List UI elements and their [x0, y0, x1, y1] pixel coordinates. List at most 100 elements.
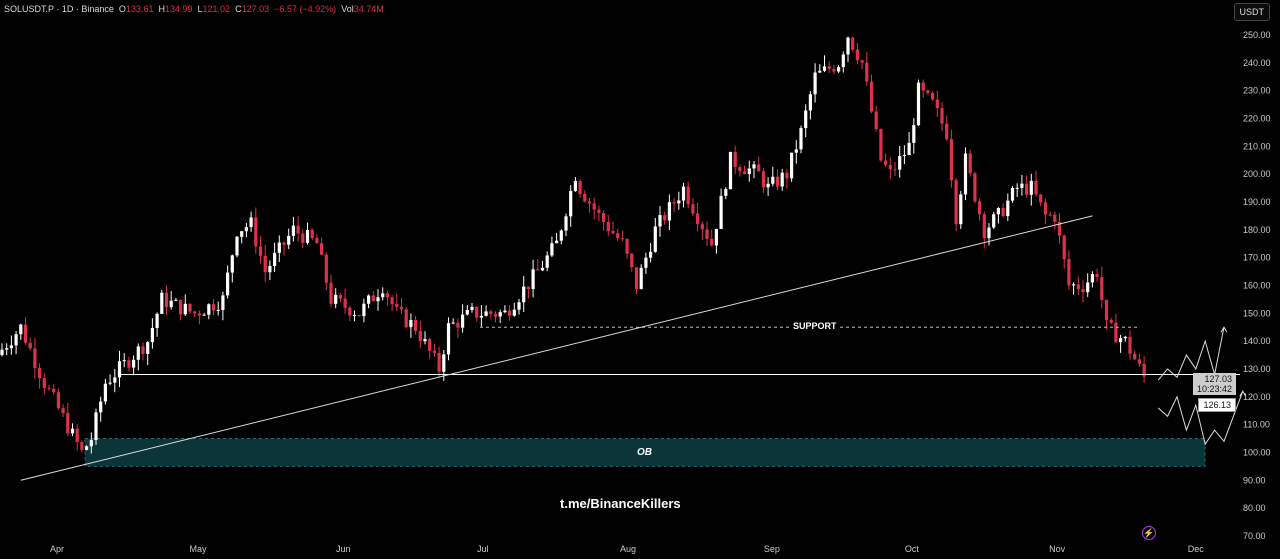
projection-path [1157, 391, 1244, 446]
candle-up [451, 322, 455, 324]
candle-down [860, 60, 864, 63]
y-tick-label: 230.00 [1243, 86, 1271, 96]
x-tick-label: Nov [1049, 544, 1066, 554]
candle-down [733, 151, 737, 168]
candle-up [766, 183, 770, 188]
candle-down [254, 217, 258, 247]
candle-up [461, 314, 465, 328]
candle-up [639, 267, 643, 290]
candle-up [376, 297, 380, 302]
candle-down [456, 322, 460, 328]
candle-up [221, 295, 225, 310]
candle-up [799, 128, 803, 150]
candle-up [367, 295, 371, 304]
support-label: SUPPORT [790, 321, 840, 331]
candle-down [606, 222, 610, 232]
candle-up [747, 168, 751, 174]
x-tick-label: Sep [764, 544, 780, 554]
candle-up [841, 54, 845, 68]
candle-up [240, 231, 244, 237]
candle-down [197, 313, 201, 316]
candle-down [1128, 336, 1132, 354]
candle-down [399, 306, 404, 310]
candle-down [592, 203, 596, 210]
candle-down [1001, 208, 1005, 217]
candle-up [540, 267, 545, 271]
candle-up [465, 310, 469, 315]
candle-up [912, 125, 916, 143]
candle-down [888, 164, 892, 170]
candle-up [0, 349, 4, 356]
candle-up [545, 255, 549, 268]
candle-up [1119, 338, 1123, 343]
candle-down [578, 181, 582, 195]
candle-down [28, 342, 32, 349]
candle-up [846, 37, 850, 55]
candle-down [428, 339, 432, 351]
y-tick-label: 190.00 [1243, 197, 1271, 207]
candle-down [141, 346, 145, 355]
y-tick-label: 110.00 [1243, 420, 1270, 430]
candle-up [268, 266, 272, 273]
candle-up [1086, 282, 1090, 293]
candle-up [780, 172, 784, 187]
candle-up [1010, 187, 1015, 201]
candle-up [183, 303, 187, 315]
candle-down [33, 348, 37, 369]
x-tick-label: Jun [336, 544, 351, 554]
candle-up [291, 225, 295, 236]
candle-up [503, 310, 507, 313]
candle-up [573, 181, 577, 192]
candle-down [1067, 259, 1071, 286]
candle-down [634, 267, 639, 290]
y-tick-label: 180.00 [1243, 225, 1271, 235]
candle-down [663, 215, 667, 221]
candle-up [498, 312, 502, 317]
candle-down [1100, 277, 1104, 300]
candle-up [249, 217, 253, 228]
candle-down [625, 239, 629, 254]
candle-down [1109, 320, 1113, 323]
candle-up [653, 226, 657, 252]
candle-up [728, 151, 733, 190]
candle-up [790, 152, 794, 179]
candle-down [348, 307, 352, 316]
candle-down [1081, 288, 1085, 293]
x-tick-label: May [189, 544, 207, 554]
y-tick-label: 220.00 [1243, 113, 1271, 123]
candle-down [80, 442, 84, 450]
candle-down [75, 428, 79, 443]
candle-down [282, 242, 286, 245]
candle-down [315, 237, 319, 244]
candle-up [1020, 183, 1024, 188]
candle-up [916, 82, 921, 126]
close: 127.03 [241, 4, 270, 14]
candle-down [935, 99, 939, 109]
currency-button[interactable]: USDT [1233, 3, 1270, 21]
candle-up [987, 227, 991, 239]
candle-down [940, 108, 944, 124]
candle-down [38, 368, 42, 379]
last-price: 127.03 [1204, 374, 1232, 384]
candle-down [1053, 214, 1057, 222]
candle-down [743, 171, 747, 174]
candle-up [89, 440, 93, 447]
candle-down [324, 254, 328, 283]
trendline [20, 215, 1093, 481]
candle-up [117, 361, 122, 378]
projection-arrowhead [1239, 390, 1247, 397]
candle-up [277, 242, 281, 253]
candle-down [390, 297, 394, 305]
candle-down [761, 171, 765, 188]
candle-up [1015, 187, 1019, 189]
candle-down [851, 37, 855, 50]
x-tick-label: Oct [905, 544, 920, 554]
open: 133.61 [125, 4, 154, 14]
y-tick-label: 160.00 [1243, 280, 1271, 290]
candle-up [564, 216, 568, 231]
candle-up [136, 346, 140, 360]
candle-down [879, 129, 883, 161]
candle-down [630, 253, 634, 268]
lightning-icon[interactable]: ⚡ [1142, 526, 1156, 540]
